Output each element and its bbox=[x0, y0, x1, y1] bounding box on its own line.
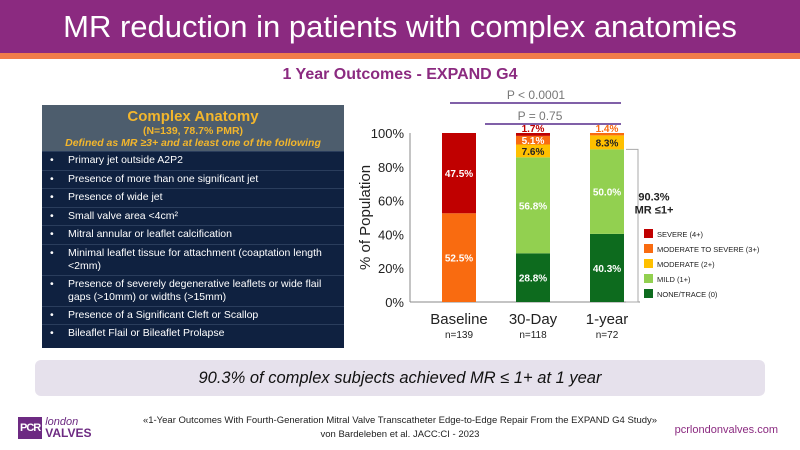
bar-segment bbox=[516, 133, 550, 136]
bar-segment bbox=[516, 157, 550, 254]
legend-swatch bbox=[644, 244, 653, 253]
n-label: n=118 bbox=[519, 330, 547, 341]
bullet: • bbox=[50, 246, 54, 259]
table-row: • Presence of a Significant Cleft or Scal… bbox=[42, 305, 344, 325]
logo-london: london bbox=[45, 416, 79, 428]
legend-swatch bbox=[644, 259, 653, 268]
table-definition: Defined as MR ≥3+ and at least one of th… bbox=[65, 137, 321, 149]
bar-segment bbox=[516, 253, 550, 302]
slide-title: MR reduction in patients with complex an… bbox=[0, 0, 800, 53]
table-row: • Small valve area <4cm² bbox=[42, 206, 344, 226]
bar-segment bbox=[590, 133, 624, 136]
y-tick-label: 0% bbox=[385, 295, 404, 310]
summary-banner: 90.3% of complex subjects achieved MR ≤ … bbox=[35, 360, 765, 396]
data-label: 28.8% bbox=[519, 274, 547, 285]
data-label: 7.6% bbox=[522, 147, 545, 158]
bar-segment bbox=[590, 135, 624, 150]
x-tick-label: 30-Day bbox=[509, 311, 558, 328]
citation-title: «1-Year Outcomes With Fourth-Generation … bbox=[142, 415, 658, 426]
legend-label: MODERATE (2+) bbox=[657, 260, 715, 269]
table-title: Complex Anatomy bbox=[127, 108, 259, 125]
table-row: • Presence of severely degenerative leafl… bbox=[42, 274, 344, 306]
n-label: n=72 bbox=[596, 330, 619, 341]
data-label: 1.4% bbox=[596, 124, 619, 135]
bullet: • bbox=[50, 277, 54, 290]
row-text: Small valve area <4cm² bbox=[68, 209, 178, 222]
legend-label: NONE/TRACE (0) bbox=[657, 290, 718, 299]
data-label: 40.3% bbox=[593, 264, 621, 275]
logo-valves: VALVES bbox=[45, 426, 92, 440]
table-row: • Minimal leaflet tissue for attachment (… bbox=[42, 243, 344, 275]
y-axis-label: % of Population bbox=[357, 165, 374, 270]
row-text: Minimal leaflet tissue for attachment (c… bbox=[68, 246, 322, 272]
stacked-bar-chart: 0% 20% 40% 60% 80% 100% % of Population 52.5% 47… bbox=[357, 88, 760, 341]
bar-segment bbox=[516, 144, 550, 158]
x-tick-label: 1-year bbox=[586, 311, 629, 328]
y-tick-label: 40% bbox=[378, 227, 404, 242]
citation: «1-Year Outcomes With Fourth-Generation … bbox=[120, 414, 680, 442]
data-label: 52.5% bbox=[445, 254, 473, 265]
bullet: • bbox=[50, 191, 54, 204]
p-value-label: P = 0.75 bbox=[518, 109, 563, 123]
y-tick-label: 80% bbox=[378, 160, 404, 175]
bullet: • bbox=[50, 172, 54, 185]
bullet: • bbox=[50, 154, 54, 167]
logo-pcr: PCR bbox=[18, 417, 43, 439]
bar-segment bbox=[516, 135, 550, 145]
complex-anatomy-table: Complex Anatomy (N=139, 78.7% PMR) Defin… bbox=[42, 105, 344, 348]
bracket-value: 90.3% bbox=[638, 192, 669, 204]
bar-segment bbox=[590, 149, 624, 234]
legend-swatch bbox=[644, 274, 653, 283]
bullet: • bbox=[50, 327, 54, 340]
table-row: • Presence of more than one significant j… bbox=[42, 169, 344, 189]
accent-strip bbox=[0, 53, 800, 59]
table-row: • Mitral annular or leaflet calcification bbox=[42, 225, 344, 244]
table-row: • Presence of wide jet bbox=[42, 188, 344, 207]
bar-segment bbox=[442, 133, 476, 214]
data-label: 8.3% bbox=[596, 138, 619, 149]
data-label: 5.1% bbox=[522, 136, 545, 147]
n-label: n=139 bbox=[445, 330, 474, 341]
bar-segment bbox=[590, 233, 624, 302]
row-text: Presence of wide jet bbox=[68, 191, 163, 204]
row-text: Mitral annular or leaflet calcification bbox=[68, 228, 232, 241]
mr-bracket bbox=[626, 148, 639, 303]
row-text: Bileaflet Flail or Bileaflet Prolapse bbox=[68, 327, 225, 340]
bracket-label: MR ≤1+ bbox=[635, 205, 674, 217]
data-label: 47.5% bbox=[445, 169, 473, 180]
legend-label: SEVERE (4+) bbox=[657, 230, 704, 239]
bullet: • bbox=[50, 228, 54, 241]
data-label: 56.8% bbox=[519, 201, 547, 212]
legend-label: MILD (1+) bbox=[657, 275, 691, 284]
legend-label: MODERATE TO SEVERE (3+) bbox=[657, 245, 760, 254]
y-tick-label: 100% bbox=[371, 126, 405, 141]
data-label: 50.0% bbox=[593, 188, 621, 199]
website-link[interactable]: pcrlondonvalves.com bbox=[674, 424, 778, 436]
citation-authors: von Bardeleben et al. JACC:CI - 2023 bbox=[320, 429, 480, 440]
bullet: • bbox=[50, 209, 54, 222]
x-tick-label: Baseline bbox=[430, 311, 488, 328]
y-tick-label: 20% bbox=[378, 261, 404, 276]
row-text: Presence of more than one significant je… bbox=[68, 172, 259, 185]
row-text: Presence of severely degenerative leafle… bbox=[68, 277, 322, 303]
slide-subtitle: 1 Year Outcomes - EXPAND G4 bbox=[282, 66, 518, 83]
table-subtitle: (N=139, 78.7% PMR) bbox=[142, 125, 244, 137]
row-text: Primary jet outside A2P2 bbox=[68, 154, 183, 167]
p-value-label: P < 0.0001 bbox=[507, 88, 565, 102]
row-text: Presence of a Significant Cleft or Scall… bbox=[68, 308, 259, 321]
legend-swatch bbox=[644, 289, 653, 298]
y-tick-label: 60% bbox=[378, 194, 404, 209]
legend-swatch bbox=[644, 229, 653, 238]
data-label: 1.7% bbox=[522, 124, 545, 135]
bullet: • bbox=[50, 308, 54, 321]
bar-segment bbox=[442, 213, 476, 302]
table-header: Complex Anatomy (N=139, 78.7% PMR) Defin… bbox=[42, 105, 344, 151]
table-row: • Primary jet outside A2P2 bbox=[42, 151, 344, 170]
table-row: • Bileaflet Flail or Bileaflet Prolapse bbox=[42, 324, 344, 343]
pcr-london-valves-logo: PCR london VALVES bbox=[18, 417, 91, 439]
